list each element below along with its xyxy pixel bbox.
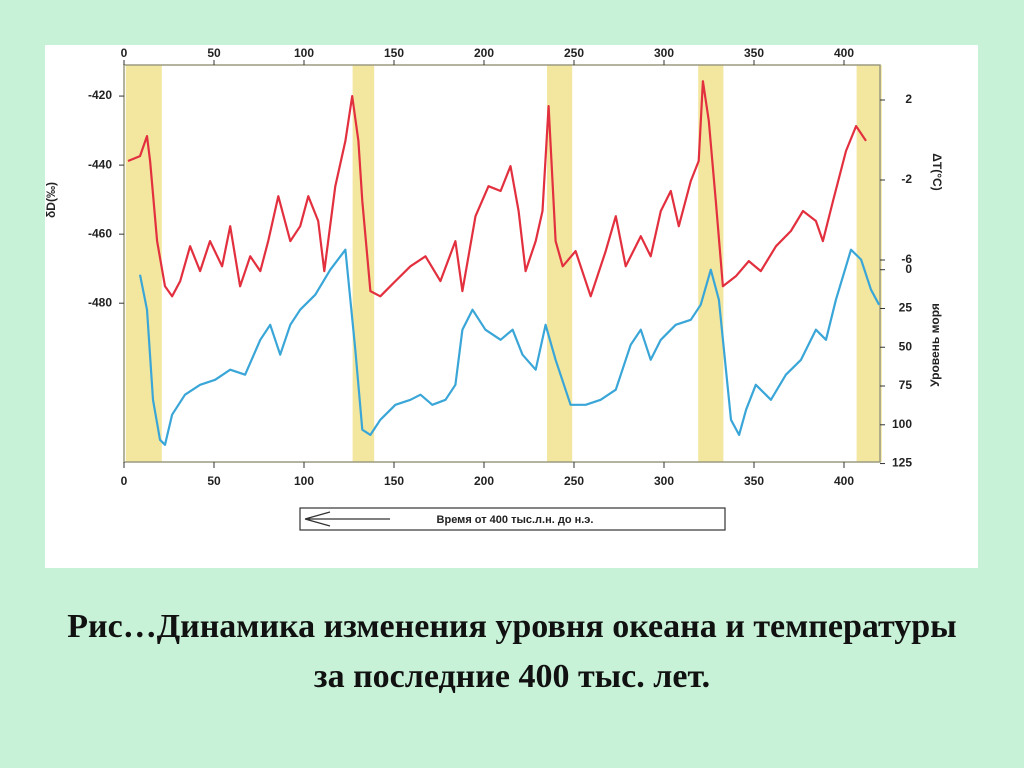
x-tick-label: 50: [207, 474, 221, 488]
x-tick-label: 150: [384, 474, 404, 488]
x-tick-label: 250: [564, 474, 584, 488]
shaded-interval: [125, 65, 162, 462]
y3-axis-label: Уровень моря: [928, 303, 942, 387]
x-tick-label-top: 400: [834, 46, 854, 60]
y-tick-label: -420: [88, 88, 112, 102]
x-tick-label-top: 100: [294, 46, 314, 60]
chart: δD(‰) ΔT(°C) Уровень моря Время от 400 т…: [44, 45, 978, 568]
x-tick-label-top: 150: [384, 46, 404, 60]
x-tick-label-top: 50: [207, 46, 221, 60]
x-tick-label-top: 0: [121, 46, 128, 60]
shaded-interval: [352, 65, 375, 462]
y3-tick-label: 50: [899, 339, 913, 353]
x-tick-label: 400: [834, 474, 854, 488]
x-tick-label: 100: [294, 474, 314, 488]
y2-axis-label: ΔT(°C): [930, 153, 944, 190]
plot-frame: [123, 64, 881, 463]
y-tick-label: -460: [88, 226, 112, 240]
y3-tick-label: 75: [899, 378, 913, 392]
time-arrow-box: [299, 507, 726, 531]
x-tick-label-top: 350: [744, 46, 764, 60]
y-tick-label: -480: [88, 295, 112, 309]
x-tick-label-top: 300: [654, 46, 674, 60]
time-arrow: [304, 511, 390, 527]
y3-tick-label: 25: [899, 301, 913, 315]
bands: [125, 65, 882, 462]
y-axis-label: δD(‰): [44, 182, 58, 218]
x-tick-label: 350: [744, 474, 764, 488]
y2-tick-label: 2: [905, 92, 912, 106]
x-tick-label: 300: [654, 474, 674, 488]
x-tick-label-top: 200: [474, 46, 494, 60]
x-tick-label-top: 250: [564, 46, 584, 60]
y3-tick-label: 0: [905, 262, 912, 276]
y2-tick-label: -6: [901, 252, 912, 266]
x-tick-label: 0: [121, 474, 128, 488]
y-tick-label: -440: [88, 157, 112, 171]
y3-tick-label: 125: [892, 456, 912, 470]
shaded-interval: [698, 65, 724, 462]
series-line: [138, 248, 881, 446]
caption: Рис…Динамика изменения уровня океана и т…: [67, 608, 957, 695]
y2-tick-label: -2: [901, 172, 912, 186]
figure-background: [45, 45, 978, 568]
y3-tick-label: 100: [892, 417, 912, 431]
series-line: [127, 80, 867, 298]
x-tick-label: 200: [474, 474, 494, 488]
shaded-interval: [547, 65, 573, 462]
shaded-interval: [856, 65, 882, 462]
time-arrow-label: Время от 400 тыс.л.н. до н.э.: [437, 514, 594, 526]
